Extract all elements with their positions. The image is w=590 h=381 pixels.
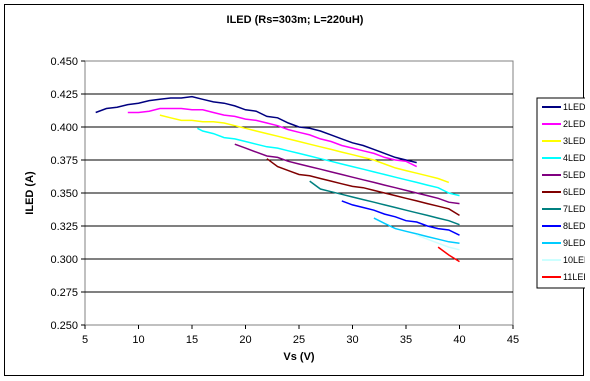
series-line-8led — [341, 200, 460, 236]
chart-frame: ILED (Rs=303m; L=220uH) 5 10 15 20 25 30 35 40 4… — [4, 4, 585, 376]
series-line-10led — [416, 234, 460, 251]
series-line-2led — [127, 107, 418, 168]
series-line-11led — [437, 246, 460, 263]
legend-label: 8LED — [563, 221, 585, 231]
x-tick-label: 45 — [507, 334, 519, 346]
x-tick-label: 10 — [132, 334, 144, 346]
legend-items: 1LED 2LED 3LED 4LED 5LED 6LED 7LED 8LED 9LED 10LE… — [542, 102, 585, 282]
series-line-3led — [159, 114, 450, 184]
y-tick-label: 0.250 — [50, 320, 78, 332]
y-axis-ticks: 0.250 0.275 0.300 0.325 0.350 0.375 0.400 0.425… — [50, 56, 85, 332]
legend-label: 3LED — [563, 136, 585, 146]
series-line-6led — [266, 158, 460, 217]
series-line-9led — [373, 217, 460, 244]
legend-label: 7LED — [563, 204, 585, 214]
legend-label: 6LED — [563, 187, 585, 197]
y-axis-label: ILED (A) — [24, 171, 36, 215]
series-line-1led — [95, 95, 417, 164]
x-axis-label: Vs (V) — [283, 351, 315, 363]
y-tick-label: 0.325 — [50, 221, 78, 233]
legend-label: 10LED — [563, 255, 585, 265]
legend-label: 2LED — [563, 119, 585, 129]
series-lines — [95, 95, 460, 263]
legend: 1LED 2LED 3LED 4LED 5LED 6LED 7LED 8LED 9LED 10LE… — [536, 97, 585, 289]
legend-label: 4LED — [563, 153, 585, 163]
y-tick-label: 0.450 — [50, 56, 78, 68]
chart-svg: ILED (Rs=303m; L=220uH) 5 10 15 20 25 30 35 40 4… — [24, 14, 585, 363]
x-tick-label: 30 — [346, 334, 358, 346]
x-tick-label: 35 — [400, 334, 412, 346]
y-tick-label: 0.350 — [50, 188, 78, 200]
legend-label: 11LED — [563, 272, 585, 282]
x-tick-label: 40 — [453, 334, 465, 346]
x-tick-label: 25 — [293, 334, 305, 346]
x-tick-label: 20 — [239, 334, 251, 346]
legend-label: 1LED — [563, 102, 585, 112]
y-tick-label: 0.375 — [50, 155, 78, 167]
legend-label: 9LED — [563, 238, 585, 248]
chart-title: ILED (Rs=303m; L=220uH) — [227, 14, 364, 26]
y-tick-label: 0.425 — [50, 89, 78, 101]
series-line-7led — [309, 180, 460, 226]
legend-label: 5LED — [563, 170, 585, 180]
y-tick-label: 0.275 — [50, 287, 78, 299]
x-tick-label: 15 — [186, 334, 198, 346]
x-axis-ticks: 5 10 15 20 25 30 35 40 45 — [82, 325, 519, 346]
y-tick-label: 0.300 — [50, 254, 78, 266]
series-line-4led — [197, 127, 460, 197]
x-tick-label: 5 — [82, 334, 88, 346]
series-line-5led — [234, 143, 460, 205]
y-tick-label: 0.400 — [50, 122, 78, 134]
